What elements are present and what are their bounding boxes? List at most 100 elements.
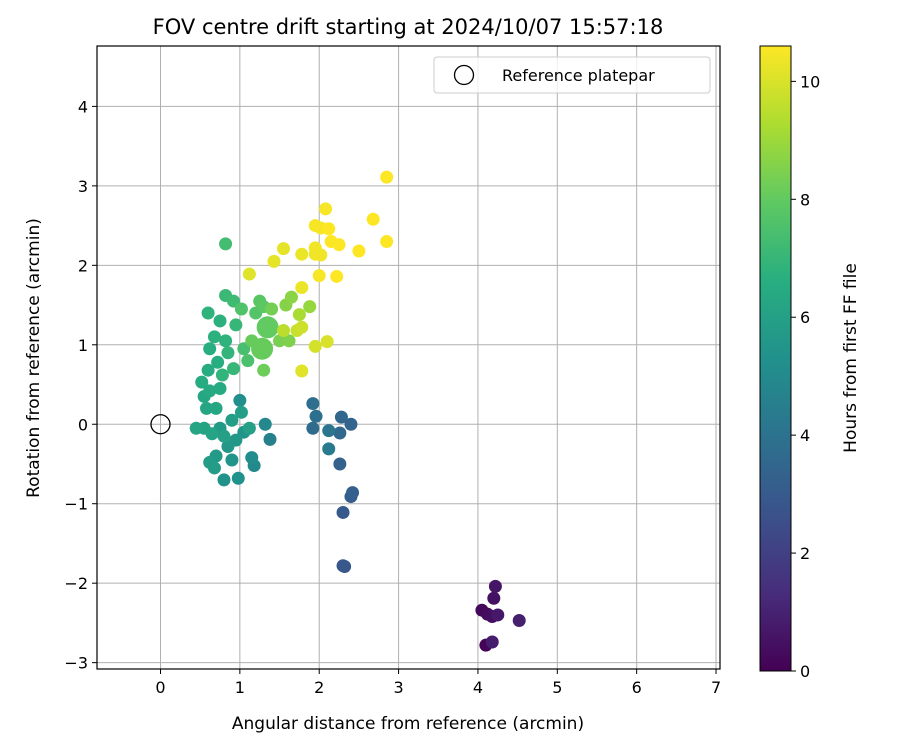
data-point xyxy=(295,281,309,295)
data-point xyxy=(213,314,227,328)
data-point xyxy=(242,267,256,281)
data-point xyxy=(336,505,350,519)
data-point xyxy=(330,269,344,283)
data-point xyxy=(312,269,326,283)
data-point xyxy=(322,424,336,438)
y-tick-label: 4 xyxy=(78,97,88,116)
y-tick-label: 0 xyxy=(78,415,88,434)
legend-reference-marker xyxy=(453,64,475,86)
data-point xyxy=(322,222,336,236)
data-point xyxy=(217,473,231,487)
data-point xyxy=(211,355,225,369)
data-point xyxy=(334,410,348,424)
data-point xyxy=(263,432,277,446)
y-tick-label: 2 xyxy=(78,256,88,275)
data-point xyxy=(380,234,394,248)
data-point xyxy=(221,440,235,453)
data-point xyxy=(233,393,247,407)
legend: Reference platepar xyxy=(433,56,711,94)
data-point xyxy=(245,334,259,348)
data-point xyxy=(189,421,203,435)
data-point xyxy=(277,323,291,337)
data-point xyxy=(487,591,501,605)
data-point xyxy=(245,451,259,465)
data-point xyxy=(295,364,309,378)
x-axis-label: Angular distance from reference (arcmin) xyxy=(232,714,584,734)
grid-lines xyxy=(97,46,720,669)
data-point xyxy=(366,212,380,226)
data-point xyxy=(333,457,347,471)
y-tick-label: 1 xyxy=(78,336,88,355)
colorbar-ticks: 0 2 4 6 8 10 xyxy=(791,72,820,681)
data-point xyxy=(512,614,526,628)
x-tick-label: 2 xyxy=(314,678,324,697)
x-tick-label: 6 xyxy=(632,678,642,697)
data-point xyxy=(295,320,309,334)
legend-box xyxy=(433,56,711,94)
data-point xyxy=(231,471,245,485)
data-point xyxy=(333,426,347,440)
data-point xyxy=(209,401,223,415)
y-axis-label: Rotation from reference (arcmin) xyxy=(24,218,44,498)
data-point xyxy=(491,608,505,622)
data-point xyxy=(207,461,221,475)
data-point xyxy=(485,635,499,649)
y-tick-label: −2 xyxy=(64,574,88,593)
data-point xyxy=(309,409,323,423)
colorbar-tick-label: 4 xyxy=(800,426,810,445)
data-point xyxy=(219,334,233,348)
x-axis-ticks: 0 1 2 3 4 5 6 7 xyxy=(155,669,721,697)
data-point xyxy=(314,248,328,262)
data-point xyxy=(225,413,239,427)
data-point xyxy=(234,405,248,419)
y-tick-label: 3 xyxy=(78,177,88,196)
colorbar-tick-label: 10 xyxy=(800,72,820,91)
data-point xyxy=(320,335,334,349)
data-point xyxy=(267,254,281,268)
data-point xyxy=(322,442,336,456)
data-point xyxy=(336,559,350,573)
data-point xyxy=(346,486,360,500)
data-point xyxy=(284,290,298,304)
y-tick-label: −1 xyxy=(64,495,88,514)
data-point xyxy=(203,342,217,356)
data-points xyxy=(189,170,526,652)
reference-platepar-marker xyxy=(150,414,171,435)
x-tick-label: 3 xyxy=(393,678,403,697)
data-point xyxy=(308,219,322,233)
data-point xyxy=(282,334,296,348)
data-point xyxy=(308,339,322,353)
plot-frame xyxy=(96,45,721,670)
data-point xyxy=(319,202,333,216)
colorbar-tick-label: 2 xyxy=(800,544,810,563)
data-point xyxy=(201,306,215,320)
data-point xyxy=(221,346,235,360)
data-point xyxy=(332,238,346,252)
x-tick-label: 4 xyxy=(473,678,483,697)
y-axis-ticks: −3 −2 −1 0 1 2 3 4 xyxy=(64,97,97,673)
colorbar-tick-label: 8 xyxy=(800,190,810,209)
data-point xyxy=(488,579,502,593)
colorbar-tick-label: 6 xyxy=(800,308,810,327)
chart-title: FOV centre drift starting at 2024/10/07 … xyxy=(153,15,664,39)
colorbar-tick-label: 0 xyxy=(800,662,810,681)
data-point xyxy=(213,381,227,395)
legend-label: Reference platepar xyxy=(502,66,655,85)
data-point xyxy=(306,397,320,411)
colorbar-label: Hours from first FF file xyxy=(841,263,861,453)
reference-layer xyxy=(150,414,171,435)
data-point xyxy=(217,429,231,443)
data-point xyxy=(219,237,233,251)
data-point xyxy=(227,294,241,308)
data-point xyxy=(303,300,317,314)
data-point xyxy=(200,401,214,415)
data-point xyxy=(195,375,209,389)
data-point xyxy=(295,247,309,261)
x-tick-label: 0 xyxy=(155,678,165,697)
y-tick-label: −3 xyxy=(64,654,88,673)
data-point xyxy=(225,453,239,467)
data-point xyxy=(306,421,320,435)
data-point xyxy=(234,302,248,316)
data-point xyxy=(201,363,215,377)
